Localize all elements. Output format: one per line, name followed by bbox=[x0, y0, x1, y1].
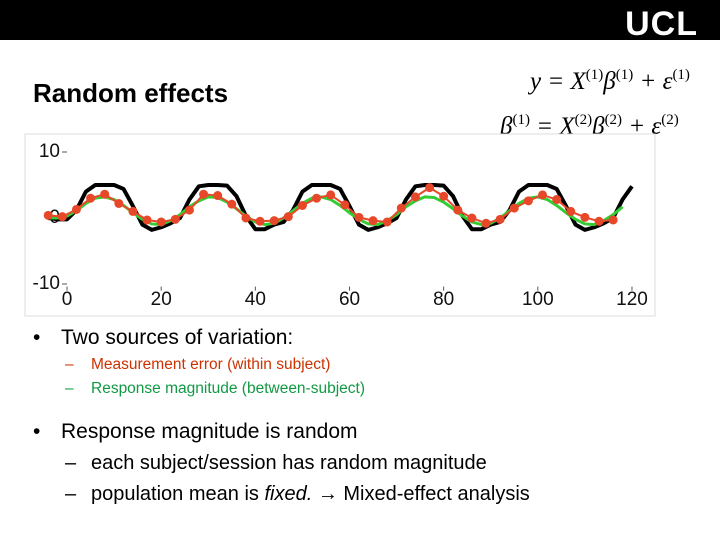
equation: β(1) = X(2)β(2) + ε(2) bbox=[500, 101, 690, 146]
data-point bbox=[57, 212, 67, 222]
data-point bbox=[269, 216, 279, 226]
superscript: (1) bbox=[512, 112, 530, 128]
superscript: (1) bbox=[585, 67, 604, 83]
data-point bbox=[523, 196, 533, 206]
data-point bbox=[368, 216, 378, 226]
data-point bbox=[340, 200, 350, 210]
data-point bbox=[382, 217, 392, 227]
data-point bbox=[509, 203, 519, 213]
data-point bbox=[566, 206, 576, 216]
equation-term: y = X bbox=[530, 68, 586, 95]
data-point bbox=[86, 193, 96, 203]
data-point bbox=[213, 191, 223, 201]
data-point bbox=[453, 205, 463, 215]
data-point bbox=[410, 192, 420, 202]
data-point bbox=[297, 200, 307, 210]
data-point bbox=[283, 212, 293, 222]
bullet: Two sources of variation: Measurement err… bbox=[33, 326, 713, 398]
equation-term: β bbox=[500, 113, 513, 140]
sub-bullet-text: Measurement error (within subject) bbox=[91, 356, 331, 373]
sub-bullet: population mean is fixed. → Mixed-effect… bbox=[61, 483, 713, 506]
x-tick-label: 20 bbox=[151, 289, 172, 310]
data-point bbox=[481, 218, 491, 228]
sub-bullet-text: Response magnitude (between-subject) bbox=[91, 380, 365, 397]
sub-bullet-text: → Mixed-effect analysis bbox=[312, 483, 530, 505]
data-point bbox=[170, 214, 180, 224]
sub-bullet-text: fixed. bbox=[264, 483, 313, 505]
data-point bbox=[326, 190, 336, 200]
bullet-text: Response magnitude is random bbox=[61, 420, 358, 443]
x-tick-label: 40 bbox=[245, 289, 266, 310]
x-tick-label: 120 bbox=[616, 289, 648, 310]
data-point bbox=[43, 210, 53, 220]
bullet-list: Two sources of variation: Measurement err… bbox=[33, 326, 713, 528]
data-point bbox=[354, 212, 364, 222]
data-point bbox=[396, 203, 406, 213]
data-point bbox=[439, 191, 449, 201]
data-point bbox=[241, 213, 251, 223]
data-point bbox=[114, 198, 124, 208]
data-point bbox=[312, 193, 322, 203]
data-point bbox=[71, 204, 81, 214]
equation-term: β bbox=[603, 68, 616, 95]
header-bar: UCL bbox=[0, 0, 720, 43]
superscript: (1) bbox=[615, 67, 634, 83]
y-tick-label: -10 bbox=[33, 273, 60, 294]
sub-bullet: each subject/session has random magnitud… bbox=[61, 452, 713, 475]
data-point bbox=[142, 215, 152, 225]
data-point bbox=[538, 190, 548, 200]
equation-term: β bbox=[592, 113, 605, 140]
equation-term: + ε bbox=[633, 68, 673, 95]
data-point bbox=[156, 217, 166, 227]
logo: UCL bbox=[625, 5, 698, 43]
data-point bbox=[184, 205, 194, 215]
equation: y = X(1)β(1) + ε(1) bbox=[500, 56, 690, 101]
data-point bbox=[425, 183, 435, 193]
data-point bbox=[227, 199, 237, 209]
data-point bbox=[199, 189, 209, 199]
sub-bullet-text: population mean is bbox=[91, 483, 265, 505]
y-tick-label: 10 bbox=[39, 141, 60, 162]
x-tick-label: 80 bbox=[433, 289, 454, 310]
x-tick-label: 60 bbox=[339, 289, 360, 310]
series-line bbox=[47, 183, 634, 232]
data-point bbox=[100, 189, 110, 199]
data-point bbox=[552, 195, 562, 205]
superscript: (2) bbox=[604, 112, 623, 128]
sub-bullet: Measurement error (within subject) bbox=[61, 356, 713, 374]
bullet: Response magnitude is random each subject… bbox=[33, 420, 713, 506]
data-point bbox=[128, 206, 138, 216]
superscript: (1) bbox=[672, 67, 690, 83]
data-point bbox=[467, 213, 477, 223]
data-point bbox=[608, 215, 618, 225]
x-tick-label: 0 bbox=[62, 289, 73, 310]
data-point bbox=[594, 216, 604, 226]
data-point bbox=[255, 216, 265, 226]
superscript: (2) bbox=[661, 112, 679, 128]
x-tick-label: 100 bbox=[522, 289, 554, 310]
superscript: (2) bbox=[574, 112, 593, 128]
sub-bullet-text: each subject/session has random magnitud… bbox=[91, 452, 487, 474]
bullet-text: Two sources of variation: bbox=[61, 326, 294, 349]
data-point bbox=[580, 212, 590, 222]
equations: y = X(1)β(1) + ε(1) β(1) = X(2)β(2) + ε(2… bbox=[500, 56, 690, 146]
chart-frame bbox=[24, 133, 656, 317]
sub-bullet: Response magnitude (between-subject) bbox=[61, 380, 713, 398]
data-point bbox=[495, 214, 505, 224]
slide-title: Random effects bbox=[33, 78, 229, 108]
